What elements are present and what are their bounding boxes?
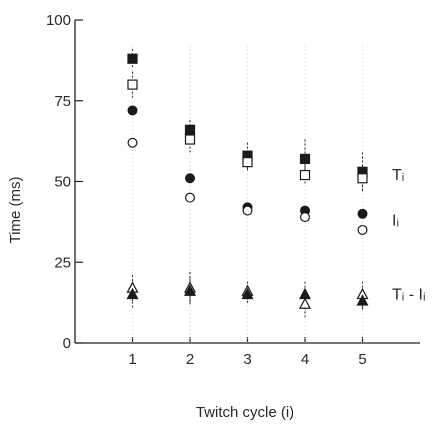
point-square-open xyxy=(127,79,138,90)
point-circle-filled xyxy=(357,208,368,219)
x-tick-label: 1 xyxy=(128,351,136,368)
data-points xyxy=(126,53,369,309)
point-triangle-filled xyxy=(356,294,369,306)
point-square-open xyxy=(357,173,368,184)
point-circle-filled xyxy=(185,173,196,184)
point-circle-open xyxy=(300,212,311,223)
y-axis-label: Time (ms) xyxy=(7,177,24,244)
x-tick-label: 4 xyxy=(301,351,309,368)
point-square-filled xyxy=(127,53,138,64)
point-triangle-filled xyxy=(184,284,196,296)
point-circle-open xyxy=(127,137,138,148)
x-tick-label: 3 xyxy=(243,351,251,368)
x-tick-label: 2 xyxy=(186,351,194,368)
point-square-open xyxy=(184,134,196,145)
labels: Twitch cycle (i) Time (ms) Tᵢ Iᵢ Tᵢ - Iᵢ xyxy=(7,167,425,421)
x-axis-label: Twitch cycle (i) xyxy=(196,404,294,421)
point-square-open xyxy=(242,157,253,168)
point-triangle-filled xyxy=(299,287,311,300)
point-triangle-filled xyxy=(241,287,254,300)
point-circle-open xyxy=(357,224,368,235)
error-bars xyxy=(131,49,364,318)
y-tick-label: 75 xyxy=(54,93,71,110)
point-square-filled xyxy=(299,153,311,164)
point-circle-filled xyxy=(127,105,138,116)
series-label: Tᵢ - Iᵢ xyxy=(392,287,425,304)
point-triangle-open xyxy=(299,297,311,309)
point-triangle-filled xyxy=(126,287,139,300)
series-label: Tᵢ xyxy=(392,167,404,184)
axes: 0 25 50 75 100 1 2 3 4 5 xyxy=(46,12,420,368)
point-circle-open xyxy=(242,205,253,216)
x-tick-label: 5 xyxy=(358,351,366,368)
point-square-filled xyxy=(184,124,196,135)
y-tick-label: 100 xyxy=(46,12,71,29)
y-tick-label: 25 xyxy=(54,254,71,271)
point-square-open xyxy=(299,169,311,181)
y-tick-label: 50 xyxy=(54,174,71,191)
point-circle-open xyxy=(185,192,196,203)
series-label: Iᵢ xyxy=(392,212,399,229)
y-tick-label: 0 xyxy=(63,335,71,352)
